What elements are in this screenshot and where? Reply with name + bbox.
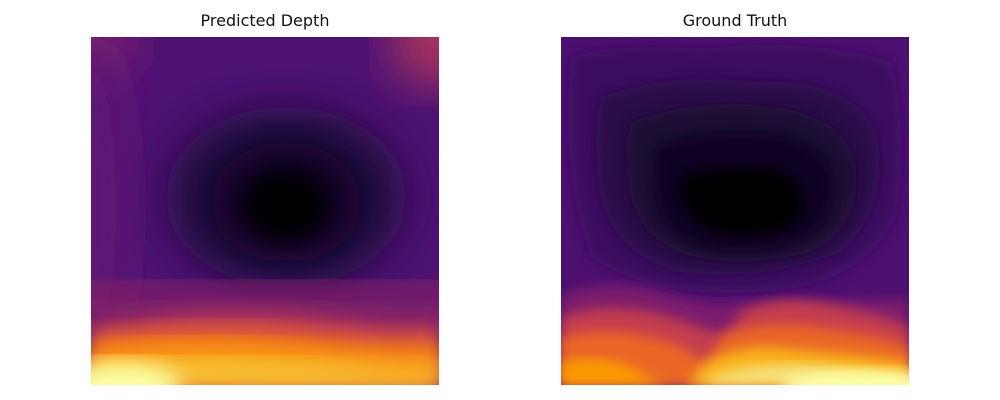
predicted-depth-title: Predicted Depth [200,11,330,30]
ground-truth-depth-map [561,37,909,385]
ground-truth-title: Ground Truth [682,11,788,30]
predicted-depth-map [91,37,439,385]
